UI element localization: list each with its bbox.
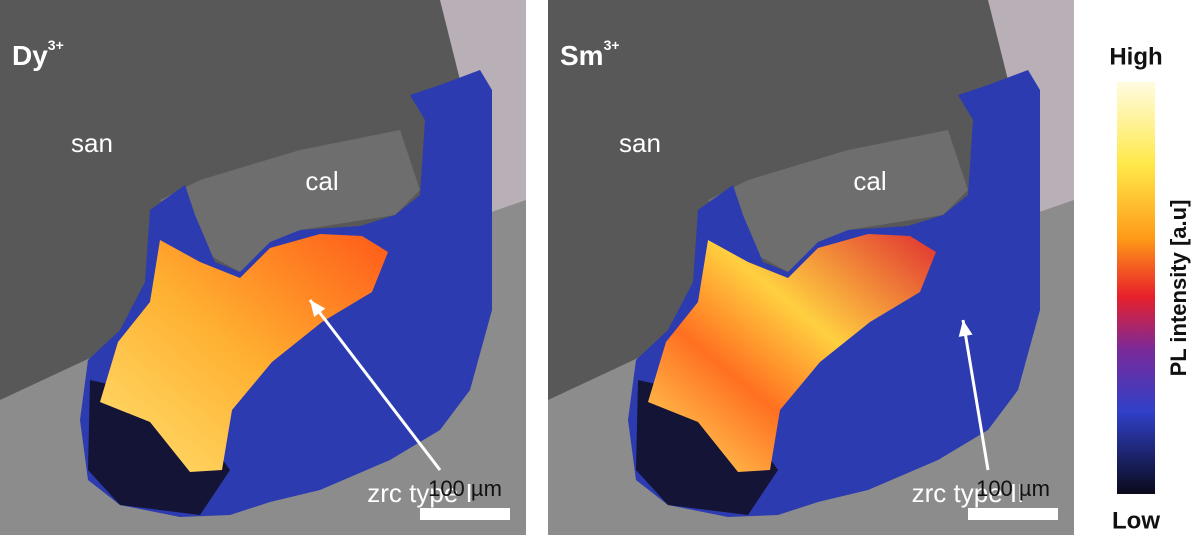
- colorbar: [1117, 82, 1155, 494]
- scale-bar-label: 100 µm: [428, 476, 502, 501]
- scale-bar: [420, 508, 510, 520]
- ion-symbol: Dy: [12, 40, 48, 71]
- colorbar-high: High: [1109, 43, 1162, 70]
- colorbar-title: PL intensity [a.u]: [1166, 200, 1191, 377]
- inclusion-label: cal: [305, 166, 338, 196]
- scale-bar: [968, 508, 1058, 520]
- ion-charge: 3+: [48, 37, 64, 53]
- inclusion-label: cal: [853, 166, 886, 196]
- ion-symbol: Sm: [560, 40, 604, 71]
- host-label: san: [71, 128, 113, 158]
- scale-bar-label: 100 µm: [976, 476, 1050, 501]
- ion-charge: 3+: [604, 37, 620, 53]
- host-label: san: [619, 128, 661, 158]
- figure: Dy3+sancalzrc type I100 µmSm3+sancalzrc …: [0, 0, 1199, 540]
- colorbar-low: Low: [1112, 507, 1160, 534]
